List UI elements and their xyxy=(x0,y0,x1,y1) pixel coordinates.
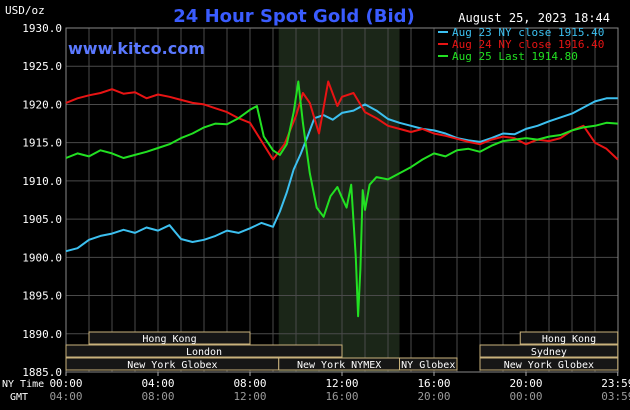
session-bar-label: Sydney xyxy=(531,347,567,358)
x-tick-label-ny: 20:00 xyxy=(509,377,542,390)
x-tick-label-gmt: 00:00 xyxy=(509,390,542,403)
x-tick-label-ny: 23:59 xyxy=(601,377,630,390)
x-tick-label-gmt: 08:00 xyxy=(141,390,174,403)
x-tick-label-ny: 16:00 xyxy=(417,377,450,390)
session-bar-label: New York Globex xyxy=(504,360,594,371)
x-tick-label-gmt: 04:00 xyxy=(49,390,82,403)
session-bar-label: London xyxy=(186,347,222,358)
y-tick-label: 1900.0 xyxy=(22,251,62,264)
session-bar xyxy=(479,344,619,358)
y-tick-label: 1920.0 xyxy=(22,98,62,111)
series-line-3 xyxy=(65,80,618,318)
x-tick-label-ny: 00:00 xyxy=(49,377,82,390)
session-bar xyxy=(88,331,251,345)
nymex-session-shading xyxy=(278,28,400,372)
gmt-row-label: GMT xyxy=(10,392,28,403)
legend-label: Aug 24 NY close 1916.40 xyxy=(452,38,604,51)
session-bar-label: Hong Kong xyxy=(542,334,596,345)
session-bar xyxy=(399,357,458,371)
unit-label: USD/oz xyxy=(5,4,45,17)
series-line-2 xyxy=(65,80,619,161)
y-tick-label: 1930.0 xyxy=(22,22,62,35)
y-tick-label: 1905.0 xyxy=(22,213,62,226)
session-bar-label: Hong Kong xyxy=(142,334,196,345)
y-tick-label: 1885.0 xyxy=(22,366,62,379)
session-bar xyxy=(479,357,619,371)
session-bar-label: NY Globex xyxy=(401,360,455,371)
y-tick-label: 1915.0 xyxy=(22,137,62,150)
watermark: www.kitco.com xyxy=(68,39,205,58)
session-bar xyxy=(65,344,343,358)
session-bar-label: New York NYMEX xyxy=(297,360,381,371)
x-tick-label-ny: 04:00 xyxy=(141,377,174,390)
series-line-1 xyxy=(65,97,618,253)
y-tick-label: 1895.0 xyxy=(22,290,62,303)
chart-title: 24 Hour Spot Gold (Bid) xyxy=(173,6,414,27)
legend-label: Aug 25 Last 1914.80 xyxy=(452,50,578,63)
session-bar-label: New York Globex xyxy=(127,360,217,371)
session-bar xyxy=(519,331,619,345)
x-tick-label-gmt: 12:00 xyxy=(233,390,266,403)
y-tick-label: 1910.0 xyxy=(22,175,62,188)
y-tick-label: 1890.0 xyxy=(22,328,62,341)
timestamp: August 25, 2023 18:44 xyxy=(458,11,610,25)
x-tick-label-gmt: 20:00 xyxy=(417,390,450,403)
x-tick-label-gmt: 03:59 xyxy=(601,390,630,403)
ny-time-row-label: NY Time xyxy=(2,379,44,390)
x-tick-label-ny: 12:00 xyxy=(325,377,358,390)
legend-label: Aug 23 NY close 1915.40 xyxy=(452,26,604,39)
x-tick-label-gmt: 16:00 xyxy=(325,390,358,403)
x-tick-label-ny: 08:00 xyxy=(233,377,266,390)
y-tick-label: 1925.0 xyxy=(22,60,62,73)
